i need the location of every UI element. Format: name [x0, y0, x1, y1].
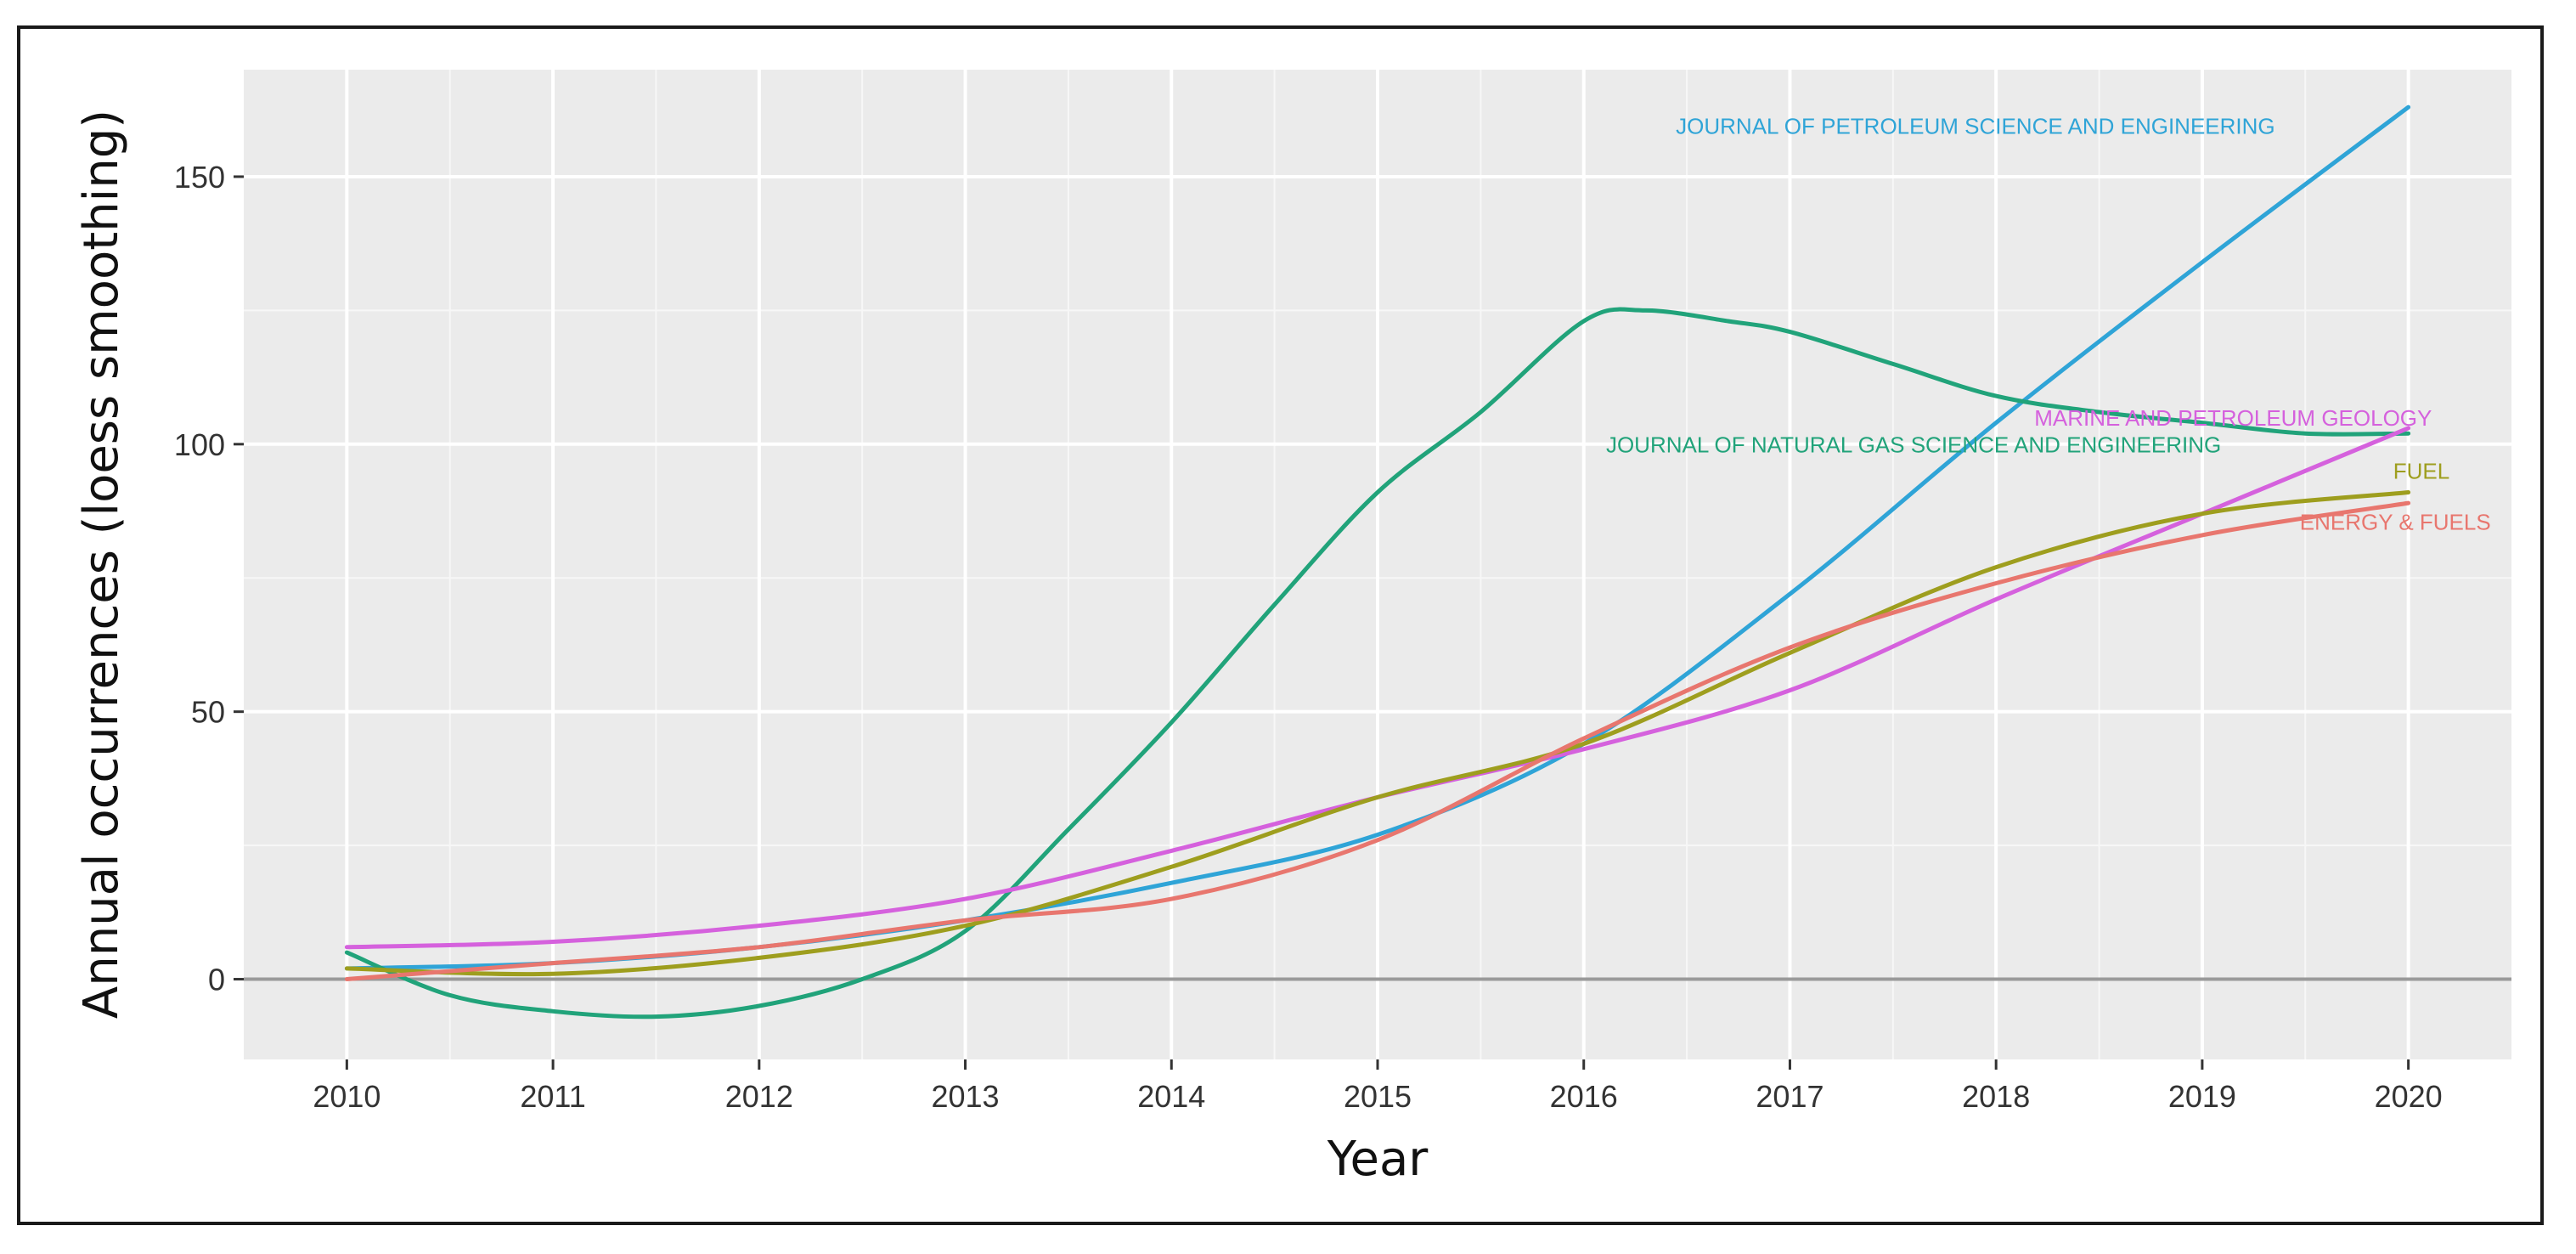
- x-tick-label: 2018: [1962, 1079, 2030, 1114]
- y-tick-label: 0: [208, 963, 225, 997]
- x-tick-label: 2011: [520, 1079, 585, 1114]
- x-tick-label: 2013: [931, 1079, 999, 1114]
- series-layer: [344, 104, 2411, 1020]
- series-labels: JOURNAL OF PETROLEUM SCIENCE AND ENGINEE…: [1606, 114, 2491, 535]
- x-tick-label: 2020: [2375, 1079, 2443, 1114]
- y-tick-label: 100: [174, 427, 225, 462]
- x-tick-label: 2012: [725, 1079, 793, 1114]
- x-tick-label: 2014: [1137, 1079, 1205, 1114]
- series-label-marine-petroleum-geology: MARINE AND PETROLEUM GEOLOGY: [2034, 405, 2432, 431]
- grid-minor: [244, 70, 2511, 1059]
- y-axis: 0 50 100 150: [174, 160, 244, 997]
- x-tick-label: 2016: [1550, 1079, 1618, 1114]
- series-line-jngse: [344, 307, 2411, 1020]
- series-label-energy-fuels: ENERGY & FUELS: [2300, 510, 2491, 535]
- grid-major: [244, 70, 2511, 1059]
- series-label-fuel: FUEL: [2393, 459, 2449, 484]
- x-tick-label: 2010: [313, 1079, 380, 1114]
- x-tick-label: 2017: [1756, 1079, 1823, 1114]
- series-label-jngse: JOURNAL OF NATURAL GAS SCIENCE AND ENGIN…: [1606, 432, 2221, 457]
- series-label-jpse: JOURNAL OF PETROLEUM SCIENCE AND ENGINEE…: [1676, 114, 2274, 139]
- series-line-energy-fuels: [344, 500, 2411, 981]
- x-axis: 2010 2011 2012 2013 2014 2015 2016 2017 2018 2019…: [313, 1059, 2443, 1114]
- y-axis-title: Annual occurrences (loess smoothing): [74, 110, 129, 1019]
- x-axis-title: Year: [1327, 1132, 1429, 1187]
- y-tick-label: 150: [174, 160, 225, 195]
- y-tick-label: 50: [191, 695, 225, 730]
- x-tick-label: 2015: [1344, 1079, 1412, 1114]
- series-line-fuel: [344, 490, 2411, 977]
- x-tick-label: 2019: [2168, 1079, 2236, 1114]
